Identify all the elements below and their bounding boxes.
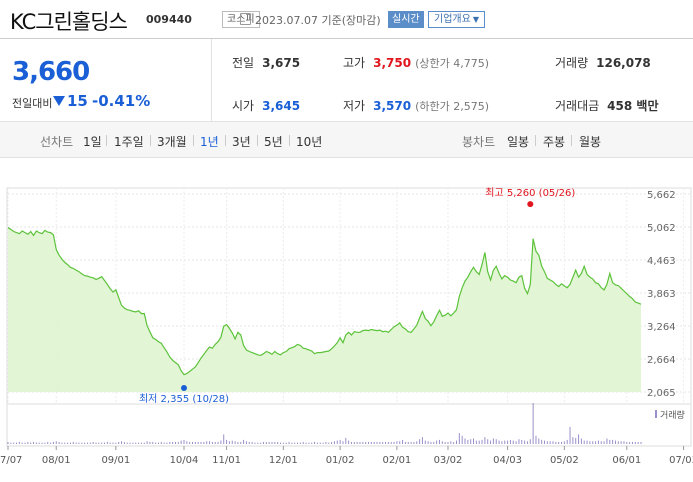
x-tick-label: 07/07 bbox=[0, 455, 22, 466]
calendar-icon bbox=[240, 13, 251, 25]
high-stat: 고가 3,750 (상한가 4,775) bbox=[343, 54, 489, 71]
volume-plot-frame bbox=[6, 403, 692, 447]
separator bbox=[571, 135, 572, 146]
prev-close-stat: 전일 3,675 bbox=[232, 54, 300, 71]
amount-stat: 거래대금 458 백만 bbox=[555, 97, 658, 114]
high-label: 고가 bbox=[343, 56, 366, 70]
price-line bbox=[7, 227, 642, 376]
separator bbox=[257, 135, 258, 146]
x-tick-label: 10/04 bbox=[170, 455, 199, 466]
change-value: 15 bbox=[67, 92, 88, 110]
period-10y[interactable]: 10년 bbox=[296, 135, 323, 149]
open-value: 3,645 bbox=[262, 99, 301, 113]
y-tick-label: 2,664 bbox=[647, 355, 676, 366]
prev-close-label: 전일 bbox=[232, 56, 255, 70]
down-arrow-icon bbox=[53, 96, 65, 106]
x-tick-label: 06/01 bbox=[612, 455, 641, 466]
low-stat: 저가 3,570 (하한가 2,575) bbox=[343, 97, 489, 114]
high-label: 최고 5,260 (05/26) bbox=[485, 187, 575, 199]
stock-name: KC그린홀딩스 bbox=[10, 10, 128, 34]
x-tick-label: 12/01 bbox=[269, 455, 298, 466]
high-marker bbox=[527, 201, 534, 208]
open-label: 시가 bbox=[232, 99, 255, 113]
price-chart-svg: 5,662 5,062 4,463 3,863 3,264 2,664 2,065 07/07… bbox=[0, 187, 693, 466]
volume-value: 126,078 bbox=[596, 56, 651, 70]
price-chart: 5,662 5,062 4,463 3,863 3,264 2,664 2,065 07/07… bbox=[0, 180, 693, 478]
candle-monthly[interactable]: 월봉 bbox=[579, 135, 602, 149]
realtime-button[interactable]: 실시간 bbox=[388, 11, 424, 28]
separator bbox=[150, 135, 151, 146]
x-tick-label: 05/02 bbox=[550, 455, 579, 466]
current-price: 3,660 bbox=[12, 57, 90, 87]
volume-stat: 거래량 126,078 bbox=[555, 54, 651, 71]
prev-close-value: 3,675 bbox=[262, 56, 301, 70]
x-tick-label: 01/02 bbox=[326, 455, 355, 466]
y-tick-label: 3,264 bbox=[647, 322, 676, 333]
high-value: 3,750 bbox=[373, 56, 412, 70]
separator bbox=[289, 135, 290, 146]
x-tick-label: 03/02 bbox=[434, 455, 463, 466]
candle-daily[interactable]: 일봉 bbox=[507, 135, 530, 149]
separator bbox=[225, 135, 226, 146]
x-tick-label: 09/01 bbox=[101, 455, 130, 466]
amount-value: 458 백만 bbox=[607, 99, 659, 113]
x-tick-label: 08/01 bbox=[42, 455, 71, 466]
y-tick-label: 5,662 bbox=[647, 190, 676, 201]
period-5y[interactable]: 5년 bbox=[264, 135, 283, 149]
company-overview-button[interactable]: 기업개요 ▼ bbox=[428, 11, 485, 28]
volume-label: 거래량 bbox=[555, 56, 589, 70]
period-1d[interactable]: 1일 bbox=[83, 135, 102, 149]
separator bbox=[535, 135, 536, 146]
separator bbox=[193, 135, 194, 146]
period-bar: 선차트 1일 1주일 3개월 1년 3년 5년 10년 봉차트 일봉 주봉 월봉 bbox=[0, 122, 693, 158]
x-tick-label: 02/01 bbox=[382, 455, 411, 466]
chevron-down-icon: ▼ bbox=[472, 15, 479, 24]
stock-header: KC그린홀딩스 009440 코스피 2023.07.07 기준(장마감) 실시… bbox=[0, 0, 693, 38]
current-price-box: 3,660 전일대비 15 -0.41% bbox=[0, 39, 212, 123]
period-3y[interactable]: 3년 bbox=[232, 135, 251, 149]
volume-label: 거래량 bbox=[660, 409, 685, 421]
x-tick-label: 07/03 bbox=[669, 455, 693, 466]
price-area bbox=[8, 227, 641, 392]
x-tick-label: 11/01 bbox=[212, 455, 241, 466]
company-overview-label: 기업개요 bbox=[434, 14, 471, 25]
change-label: 전일대비 bbox=[12, 97, 53, 110]
price-summary: 3,660 전일대비 15 -0.41% 전일 3,675 고가 3,750 (상한가… bbox=[0, 38, 693, 123]
lower-limit: (하한가 2,575) bbox=[415, 100, 489, 113]
upper-limit: (상한가 4,775) bbox=[415, 57, 489, 70]
stock-code: 009440 bbox=[146, 13, 192, 26]
y-tick-label: 5,062 bbox=[647, 223, 676, 234]
amount-label: 거래대금 bbox=[555, 99, 600, 113]
open-stat: 시가 3,645 bbox=[232, 97, 300, 114]
x-tick-label: 04/03 bbox=[493, 455, 522, 466]
period-3m[interactable]: 3개월 bbox=[157, 135, 187, 149]
candle-weekly[interactable]: 주봉 bbox=[543, 135, 566, 149]
period-1w[interactable]: 1주일 bbox=[114, 135, 144, 149]
y-tick-label: 4,463 bbox=[647, 256, 676, 267]
candle-chart-label: 봉차트 bbox=[462, 135, 496, 149]
volume-legend-icon bbox=[655, 410, 657, 418]
separator bbox=[106, 135, 107, 146]
change-rate: -0.41% bbox=[92, 92, 151, 110]
line-chart-label: 선차트 bbox=[40, 135, 74, 149]
y-tick-label: 2,065 bbox=[647, 388, 676, 399]
low-marker bbox=[180, 385, 187, 392]
low-value: 3,570 bbox=[373, 99, 412, 113]
y-tick-label: 3,863 bbox=[647, 289, 676, 300]
base-date: 2023.07.07 기준(장마감) bbox=[255, 14, 381, 27]
low-label: 최저 2,355 (10/28) bbox=[139, 393, 229, 405]
period-1y[interactable]: 1년 bbox=[200, 135, 219, 149]
low-label: 저가 bbox=[343, 99, 366, 113]
